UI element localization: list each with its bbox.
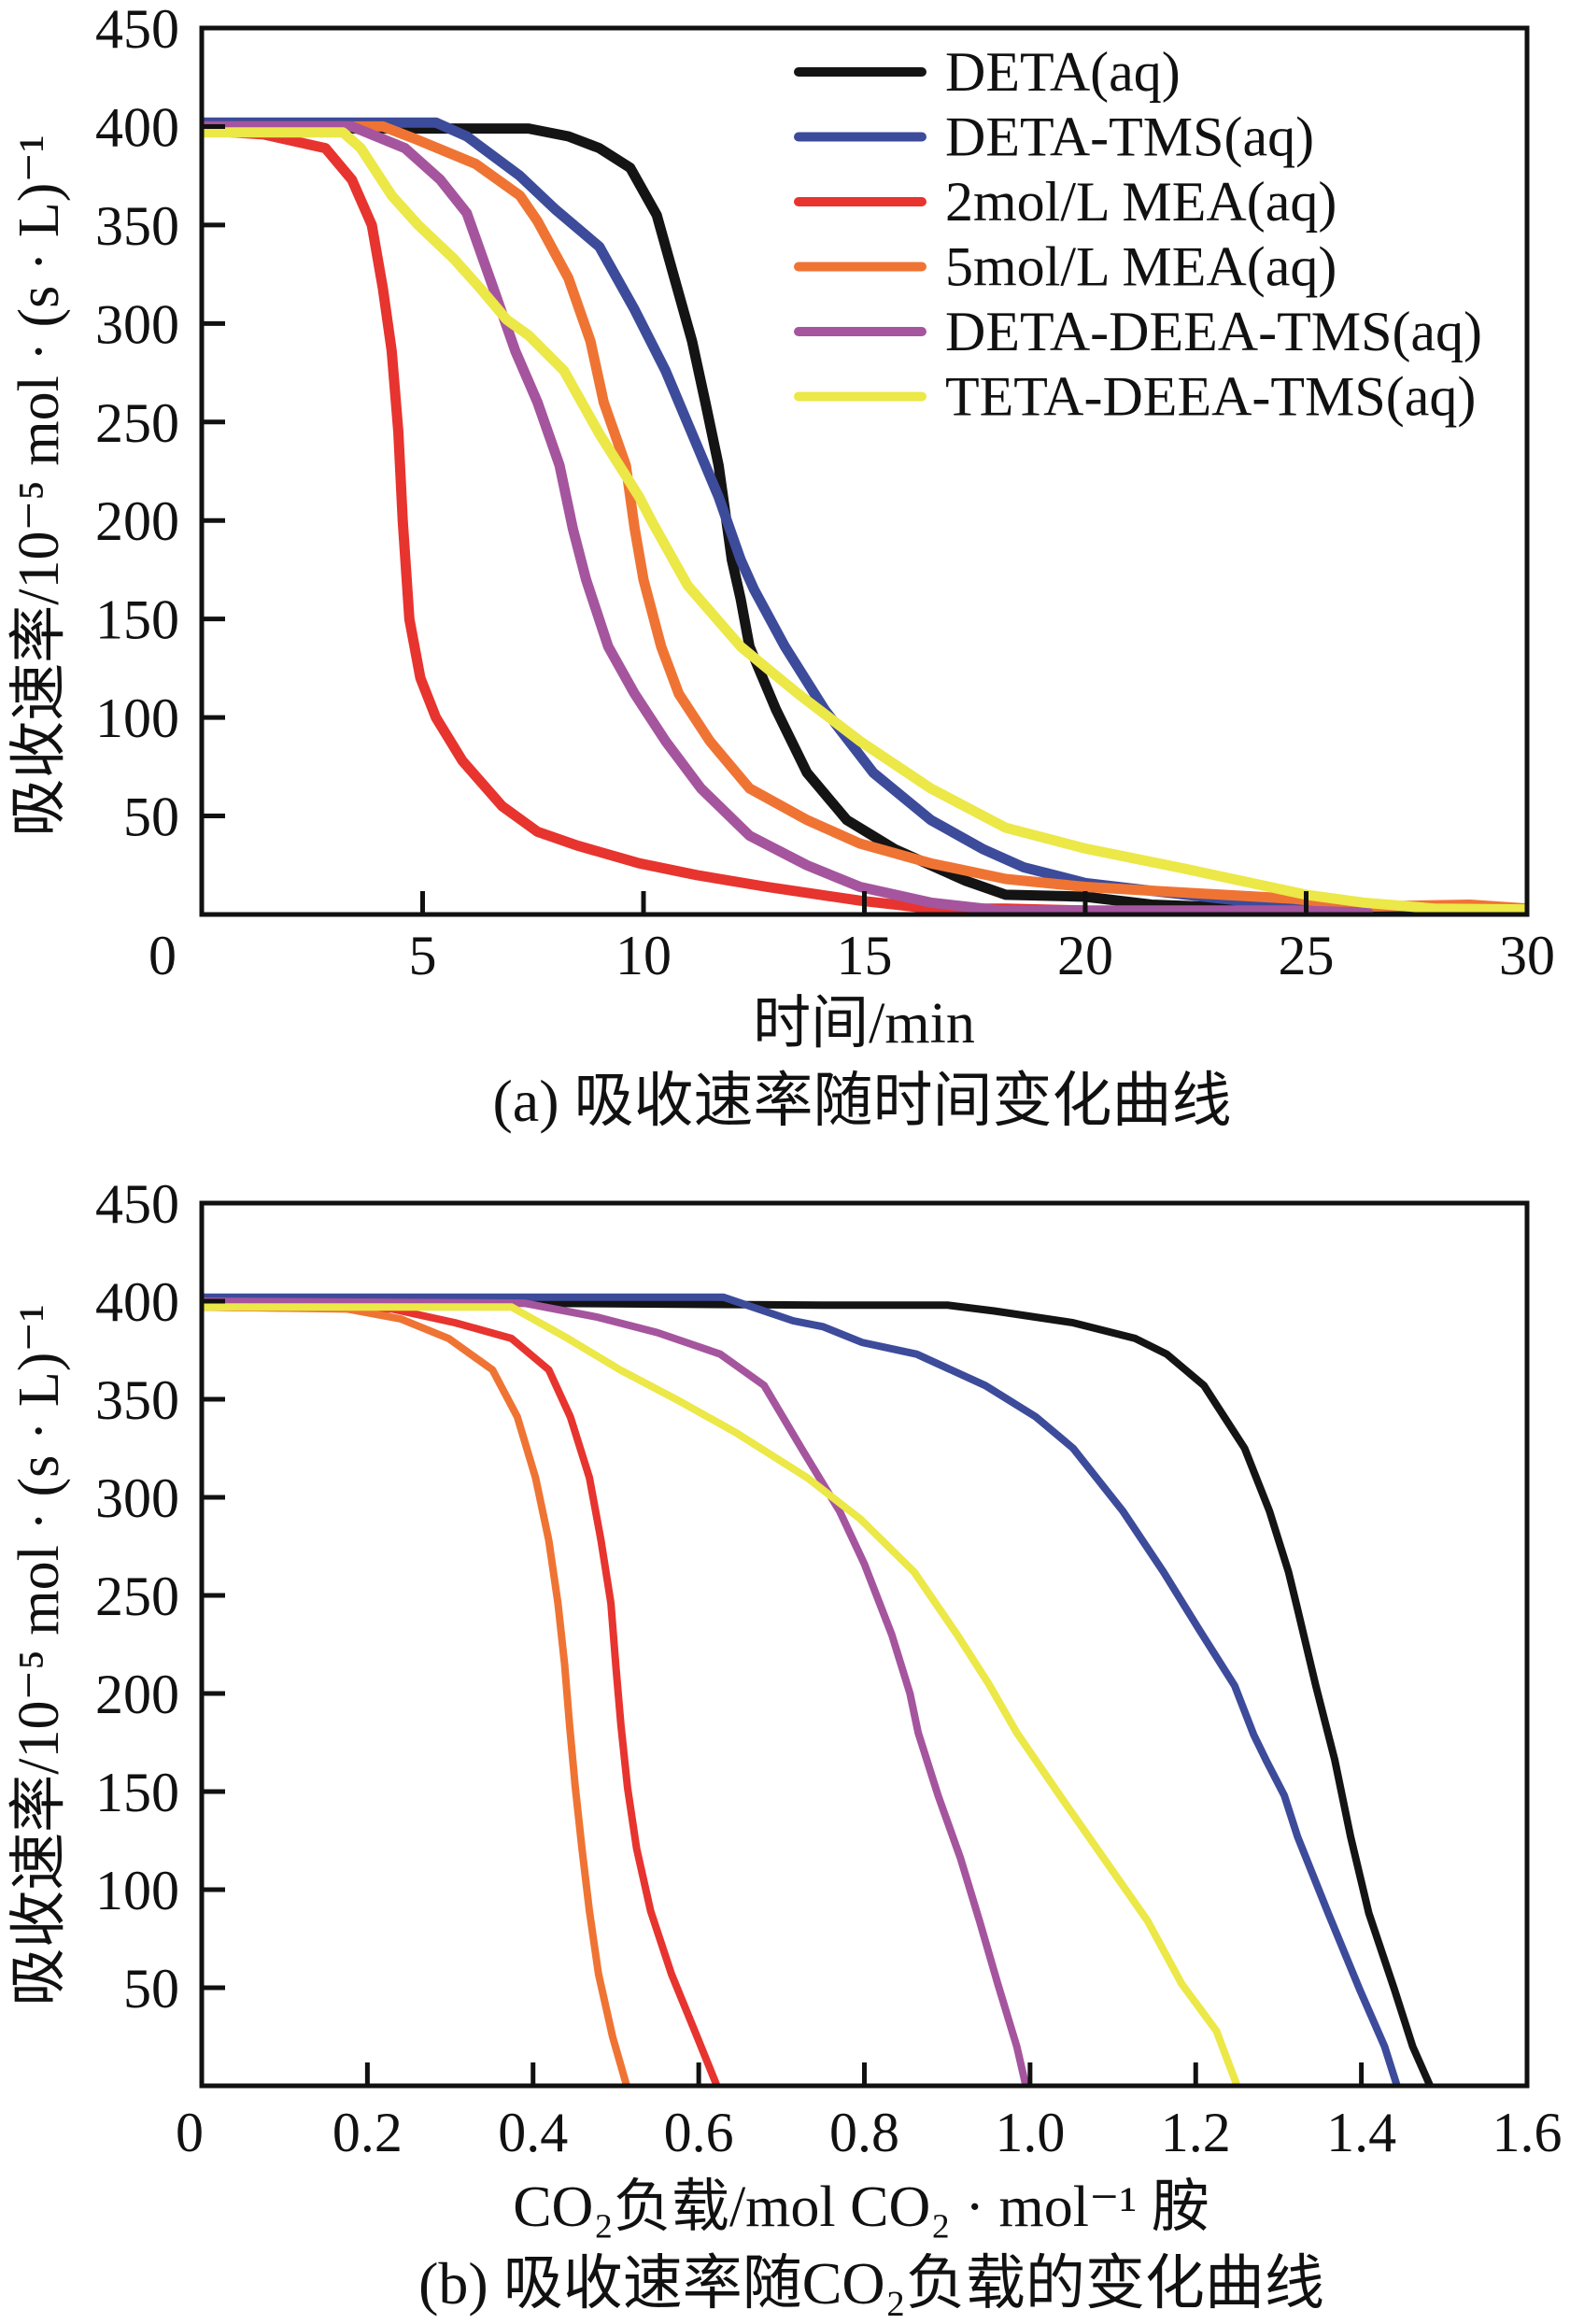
y-tick-label: 50	[123, 786, 179, 848]
series-line-deta-deea-tms-aq	[204, 1297, 1030, 2084]
series-line-deta-tms-aq	[204, 1293, 1401, 2084]
y-tick-label: 350	[95, 1369, 179, 1431]
axis-ticks-b: 50 100 150 200 250 300 350 400 450 0 0.2 0.4 0.6 0.8 1…	[95, 1173, 1563, 2163]
legend-item: DETA(aq)	[794, 41, 1181, 103]
panel-b: 50 100 150 200 250 300 350 400 450 0 0.2 0.4 0.6 0.8 1…	[7, 1173, 1563, 2317]
x-tick-label: 10	[615, 925, 672, 986]
legend-item: TETA-DEEA-TMS(aq)	[794, 366, 1476, 428]
y-tick-label: 150	[95, 589, 179, 651]
y-axis-label-a: 吸收速率/10⁻⁵ mol · (s · L)⁻¹	[7, 135, 71, 836]
legend-label: DETA-DEEA-TMS(aq)	[945, 301, 1482, 362]
y-tick-label: 250	[95, 392, 179, 454]
y-tick-label: 450	[95, 0, 179, 60]
y-tick-label: 100	[95, 1860, 179, 1921]
series-group-a	[204, 117, 1525, 913]
y-axis-label-b: 吸收速率/10⁻⁵ mol · (s · L)⁻¹	[7, 1304, 71, 2005]
series-line-2mol-l-mea-aq	[204, 125, 1091, 913]
legend: DETA(aq) DETA-TMS(aq) 2mol/L MEA(aq) 5mo…	[794, 41, 1482, 428]
x-tick-label: 0.4	[498, 2102, 568, 2163]
x-tick-label: 1.0	[995, 2102, 1065, 2163]
x-tick-label: 0.8	[829, 2102, 899, 2163]
legend-label: 2mol/L MEA(aq)	[945, 171, 1337, 233]
plot-frame-b	[199, 1200, 1530, 2089]
x-tick-label: 1.2	[1161, 2102, 1231, 2163]
caption-b: (b) 吸收速率随CO₂负载的变化曲线	[418, 2250, 1324, 2317]
y-tick-label: 300	[95, 293, 179, 355]
x-tick-label: 0	[176, 2102, 204, 2163]
legend-item: DETA-TMS(aq)	[794, 106, 1314, 168]
series-line-2mol-l-mea-aq	[204, 1303, 721, 2084]
legend-label: DETA-TMS(aq)	[945, 106, 1314, 168]
panel-a: 50 100 150 200 250 300 350 400 450 0 5 10 15 20 25 30 吸…	[7, 0, 1555, 1134]
x-tick-label: 30	[1499, 925, 1555, 986]
series-line-deta-aq	[204, 1297, 1434, 2084]
x-tick-label: 20	[1057, 925, 1113, 986]
x-tick-label: 0	[149, 925, 177, 986]
legend-label: DETA(aq)	[945, 41, 1181, 103]
legend-item: DETA-DEEA-TMS(aq)	[794, 301, 1482, 362]
x-tick-label: 5	[409, 925, 437, 986]
y-tick-label: 400	[95, 96, 179, 158]
y-tick-label: 300	[95, 1467, 179, 1529]
y-tick-label: 450	[95, 1173, 179, 1235]
x-tick-label: 0.6	[664, 2102, 734, 2163]
x-tick-label: 25	[1279, 925, 1335, 986]
series-line-5mol-l-mea-aq	[204, 120, 1525, 913]
series-line-teta-deea-tms-aq	[204, 127, 1525, 913]
series-line-deta-aq	[204, 123, 1525, 913]
y-tick-label: 400	[95, 1271, 179, 1333]
y-tick-label: 150	[95, 1762, 179, 1823]
series-line-5mol-l-mea-aq	[204, 1303, 630, 2084]
legend-label: 5mol/L MEA(aq)	[945, 236, 1337, 298]
x-axis-label-a: 时间/min	[753, 992, 975, 1056]
series-group-b	[204, 1293, 1434, 2084]
series-line-teta-deea-tms-aq	[204, 1303, 1241, 2084]
legend-item: 2mol/L MEA(aq)	[794, 171, 1337, 233]
y-tick-label: 350	[95, 195, 179, 257]
axis-ticks-a: 50 100 150 200 250 300 350 400 450 0 5 10 15 20 25 30	[95, 0, 1555, 986]
x-tick-label: 0.2	[332, 2102, 403, 2163]
y-tick-label: 50	[123, 1958, 179, 2019]
series-line-deta-deea-tms-aq	[204, 120, 1374, 913]
x-tick-label: 1.6	[1492, 2102, 1563, 2163]
y-tick-label: 250	[95, 1566, 179, 1627]
x-tick-label: 1.4	[1326, 2102, 1396, 2163]
legend-label: TETA-DEEA-TMS(aq)	[945, 366, 1476, 428]
y-tick-label: 200	[95, 490, 179, 552]
x-tick-label: 15	[837, 925, 893, 986]
y-tick-label: 100	[95, 687, 179, 749]
caption-a: (a) 吸收速率随时间变化曲线	[492, 1068, 1231, 1134]
legend-item: 5mol/L MEA(aq)	[794, 236, 1337, 298]
x-axis-label-b: CO₂负载/mol CO₂ · mol⁻¹ 胺	[513, 2175, 1209, 2239]
y-tick-label: 200	[95, 1664, 179, 1725]
